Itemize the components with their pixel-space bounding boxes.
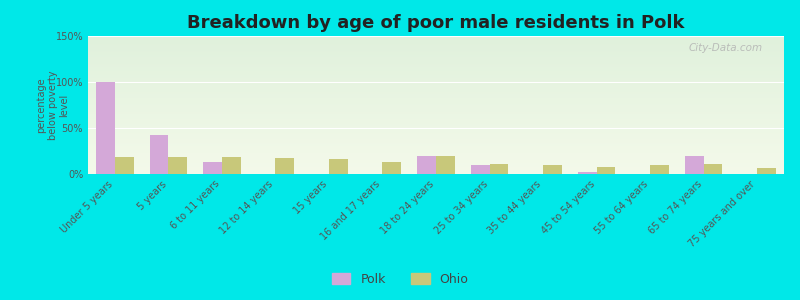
Bar xyxy=(222,158,241,174)
Bar xyxy=(436,156,454,174)
Bar xyxy=(275,158,294,174)
Bar xyxy=(96,82,114,174)
Bar xyxy=(382,162,401,174)
Legend: Polk, Ohio: Polk, Ohio xyxy=(326,268,474,291)
Bar xyxy=(150,135,168,174)
Y-axis label: percentage
below poverty
level: percentage below poverty level xyxy=(36,70,70,140)
Bar xyxy=(168,158,187,174)
Bar xyxy=(470,165,490,174)
Bar xyxy=(704,164,722,174)
Bar xyxy=(650,165,669,174)
Text: City-Data.com: City-Data.com xyxy=(689,43,763,53)
Bar xyxy=(490,164,508,174)
Title: Breakdown by age of poor male residents in Polk: Breakdown by age of poor male residents … xyxy=(187,14,685,32)
Bar xyxy=(578,172,597,174)
Bar xyxy=(758,168,776,174)
Bar xyxy=(685,156,704,174)
Bar xyxy=(114,158,134,174)
Bar xyxy=(543,165,562,174)
Bar xyxy=(203,162,222,174)
Bar xyxy=(418,156,436,174)
Bar xyxy=(597,167,615,174)
Bar xyxy=(329,159,348,174)
